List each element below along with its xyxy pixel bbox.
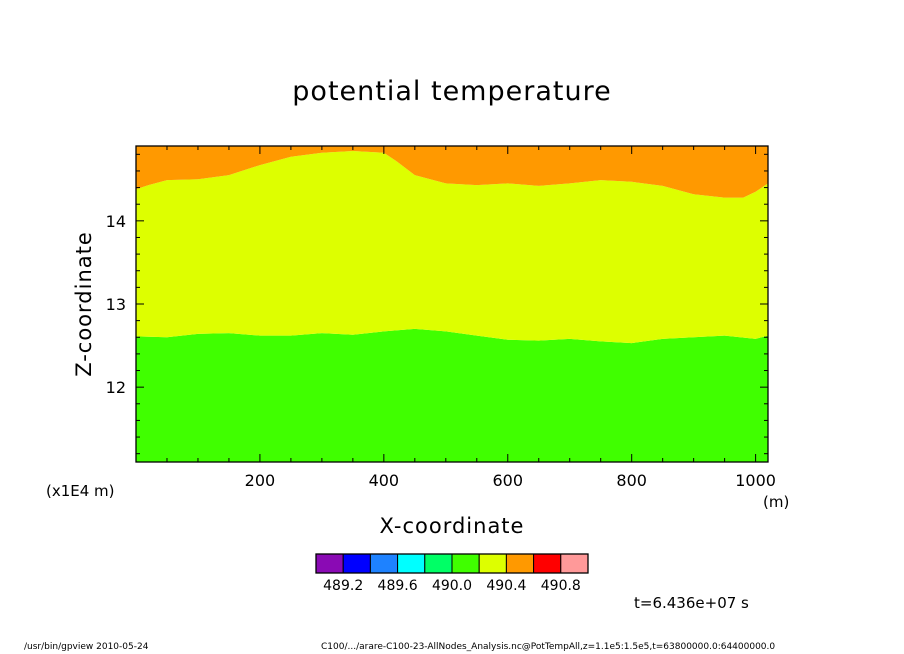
footer-program-info: /usr/bin/gpview 2010-05-24 [24, 642, 149, 652]
region-middle [136, 151, 768, 344]
colorbar-swatch [342, 553, 371, 574]
colorbar-level-label: 490.0 [432, 578, 472, 594]
colorbar-swatch [560, 553, 589, 574]
y-tick-label: 14 [106, 212, 126, 231]
colorbar-swatch [533, 553, 562, 574]
y-axis-label: Z-coordinate [72, 231, 96, 377]
colorbar-swatch [369, 553, 399, 574]
time-label: t=6.436e+07 s [634, 594, 749, 612]
colorbar-swatch [451, 553, 480, 574]
y-axis-unit: (x1E4 m) [46, 482, 115, 500]
colorbar-level-label: 490.4 [486, 578, 526, 594]
x-tick-label: 600 [492, 471, 523, 490]
region-lower [136, 328, 768, 462]
y-tick-label: 12 [106, 378, 126, 397]
colorbar-swatch [505, 553, 535, 574]
y-tick-label: 13 [106, 295, 126, 314]
colorbar-level-label: 489.2 [323, 578, 363, 594]
colorbar-swatch [424, 553, 453, 574]
x-tick-label: 800 [616, 471, 647, 490]
x-tick-label: 400 [369, 471, 400, 490]
x-axis-label: X-coordinate [379, 514, 525, 538]
page-title: potential temperature [292, 76, 612, 107]
colorbar-swatch [315, 553, 344, 574]
x-tick-label: 1000 [735, 471, 776, 490]
x-tick-label: 200 [245, 471, 276, 490]
colorbar-frame [315, 553, 589, 574]
colorbar-swatch [397, 553, 426, 574]
colorbar-swatch [478, 553, 507, 574]
footer-file-info: C100/.../arare-C100-23-AllNodes_Analysis… [321, 642, 776, 652]
colorbar-level-label: 489.6 [378, 578, 418, 594]
x-axis-unit: (m) [763, 493, 790, 511]
colorbar-level-label: 490.8 [541, 578, 581, 594]
region-upper [136, 146, 768, 198]
